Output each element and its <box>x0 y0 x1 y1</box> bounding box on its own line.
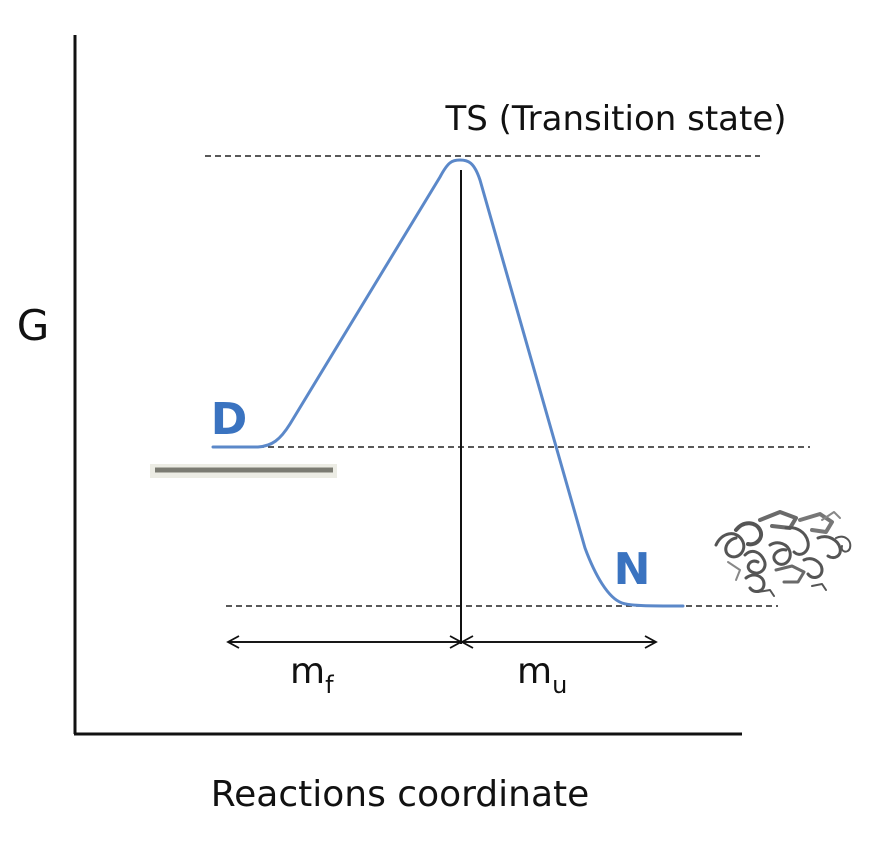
m-u-base: m <box>517 651 552 692</box>
m-u-label: mu <box>517 651 567 699</box>
m-u-subscript: u <box>552 671 567 699</box>
protein-ribbon-structure-icon <box>714 510 852 597</box>
energy-profile-curve <box>211 158 685 608</box>
m-f-label: mf <box>290 651 334 699</box>
transition-state-label: TS (Transition state) <box>444 99 786 139</box>
denatured-state-label: D <box>211 394 248 445</box>
native-state-label: N <box>614 544 651 595</box>
m-f-subscript: f <box>325 671 334 699</box>
y-axis-label: G <box>17 301 50 350</box>
x-axis-label: Reactions coordinate <box>211 774 590 815</box>
m-f-base: m <box>290 651 325 692</box>
